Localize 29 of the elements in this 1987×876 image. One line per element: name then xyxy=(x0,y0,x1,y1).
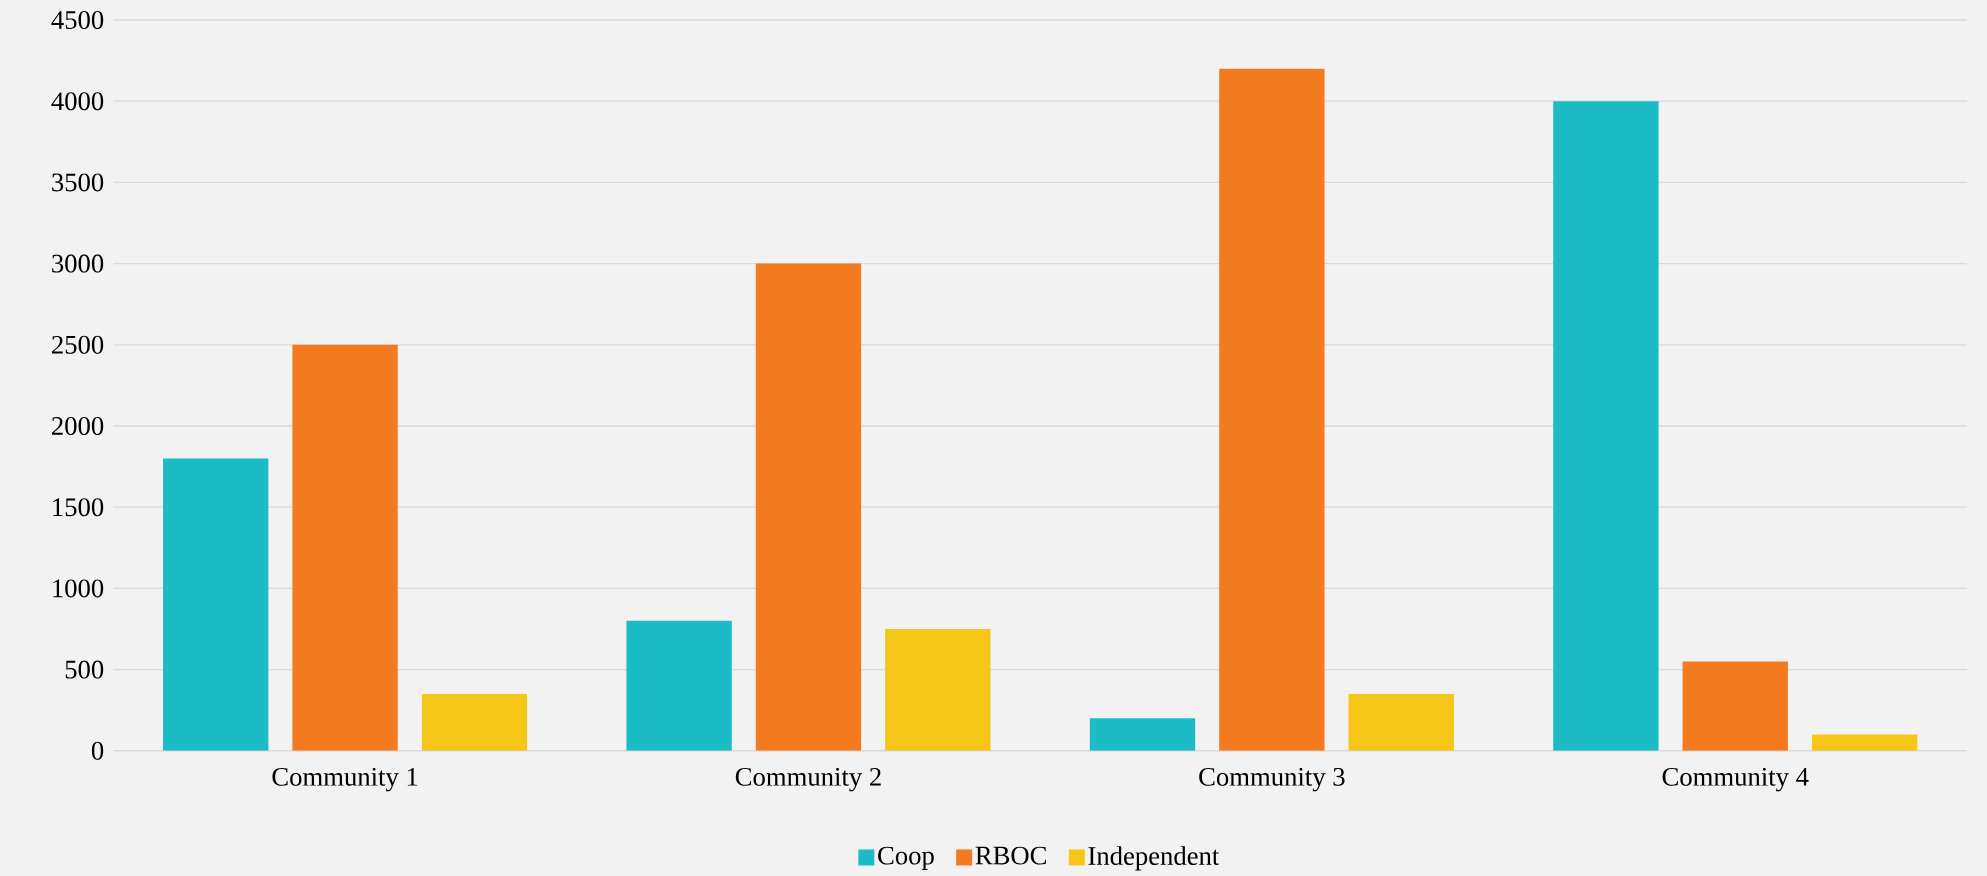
bar xyxy=(1089,718,1196,751)
bar xyxy=(1811,734,1918,751)
bar xyxy=(1348,693,1454,751)
y-tick-label: 2000 xyxy=(52,416,104,435)
y-tick-label: 4500 xyxy=(51,10,104,29)
x-tick-label: Community 1 xyxy=(272,767,418,792)
y-tick-label: 500 xyxy=(65,660,104,679)
x-tick-label: Community 2 xyxy=(735,767,881,792)
bar xyxy=(885,628,991,751)
x-tick-label: Community 4 xyxy=(1662,767,1809,792)
legend-label: Coop xyxy=(878,846,934,870)
y-tick-label: 4000 xyxy=(51,92,104,111)
bar xyxy=(292,344,398,751)
legend-label: Independent xyxy=(1088,846,1220,871)
bar xyxy=(1682,661,1788,751)
y-tick-label: 2500 xyxy=(52,335,104,354)
y-tick-label: 3500 xyxy=(52,173,104,192)
y-tick-label: 3000 xyxy=(52,254,104,273)
bar xyxy=(1553,101,1659,751)
bar xyxy=(626,620,732,751)
y-tick-label: 1000 xyxy=(53,579,104,598)
x-tick-label: Community 3 xyxy=(1199,767,1345,792)
legend-label: RBOC xyxy=(975,846,1046,865)
bar xyxy=(163,458,269,751)
bar xyxy=(755,263,862,751)
bar xyxy=(421,693,528,751)
y-tick-label: 0 xyxy=(91,741,104,760)
bar xyxy=(1219,68,1325,751)
y-tick-label: 1500 xyxy=(53,498,104,517)
